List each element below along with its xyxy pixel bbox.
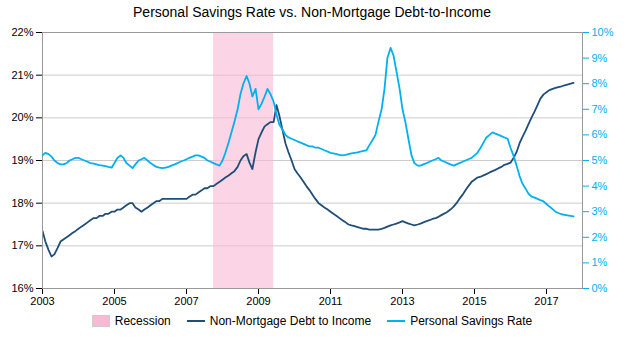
svg-text:20%: 20%	[11, 111, 33, 123]
svg-text:8%: 8%	[592, 77, 608, 89]
svg-text:2%: 2%	[592, 231, 608, 243]
svg-text:1%: 1%	[592, 256, 608, 268]
svg-text:17%: 17%	[11, 239, 33, 251]
svg-text:10%: 10%	[592, 26, 614, 38]
svg-text:0%: 0%	[592, 282, 608, 294]
svg-text:22%: 22%	[11, 26, 33, 38]
svg-text:18%: 18%	[11, 197, 33, 209]
svg-text:16%: 16%	[11, 282, 33, 294]
svg-text:2013: 2013	[390, 295, 414, 307]
svg-text:2017: 2017	[534, 295, 558, 307]
svg-text:5%: 5%	[592, 154, 608, 166]
html-text:Recession: Recession	[114, 314, 171, 328]
svg-text:9%: 9%	[592, 52, 608, 64]
svg-text:2003: 2003	[30, 295, 54, 307]
svg-text:2009: 2009	[246, 295, 270, 307]
svg-text:2007: 2007	[174, 295, 198, 307]
svg-text:7%: 7%	[592, 103, 608, 115]
html-text:Personal Savings Rate vs. Non-: Personal Savings Rate vs. Non-Mortgage D…	[133, 4, 491, 20]
svg-text:2015: 2015	[462, 295, 486, 307]
svg-text:3%: 3%	[592, 205, 608, 217]
svg-text:2005: 2005	[102, 295, 126, 307]
svg-text:6%: 6%	[592, 128, 608, 140]
svg-text:4%: 4%	[592, 180, 608, 192]
svg-text:21%: 21%	[11, 69, 33, 81]
html-text:Personal Savings Rate: Personal Savings Rate	[410, 314, 533, 328]
svg-text:19%: 19%	[11, 154, 33, 166]
svg-text:2011: 2011	[319, 295, 343, 307]
html-text:Non-Mortgage Debt to Income: Non-Mortgage Debt to Income	[209, 314, 372, 328]
